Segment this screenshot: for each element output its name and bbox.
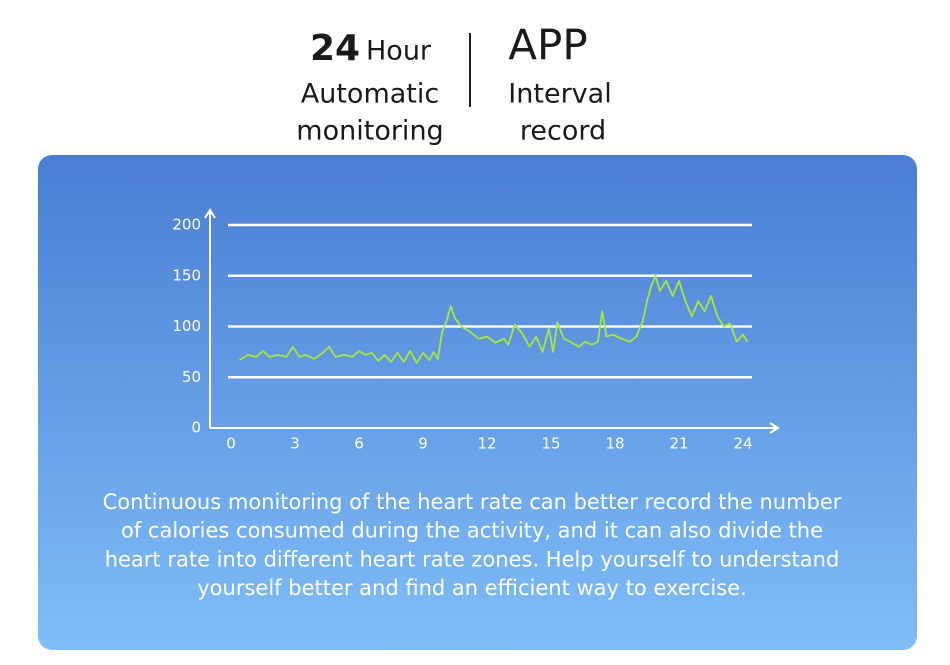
left-line: monitoring — [296, 116, 443, 147]
x-tick-label: 12 — [477, 435, 496, 453]
x-tick-label: 24 — [733, 435, 752, 453]
description-line: of calories consumed during the activity… — [121, 519, 823, 543]
hour-unit: Hour — [366, 36, 432, 67]
x-tick-label: 3 — [290, 435, 300, 453]
y-arrow — [204, 208, 216, 219]
left-line: Automatic — [301, 79, 439, 110]
y-tick-label: 100 — [172, 317, 201, 335]
y-tick-label: 150 — [172, 266, 201, 284]
right-line: Interval — [508, 79, 611, 110]
description: Continuous monitoring of the heart rate … — [103, 490, 842, 600]
description-line: Continuous monitoring of the heart rate … — [103, 490, 842, 514]
y-tick-label: 50 — [182, 368, 201, 386]
x-tick-label: 9 — [418, 435, 428, 453]
y-tick-label: 0 — [191, 419, 201, 437]
x-tick-label: 0 — [226, 435, 236, 453]
x-tick-label: 6 — [354, 435, 364, 453]
app-title: APP — [508, 21, 587, 70]
hour-number: 24 — [310, 28, 360, 69]
x-arrow — [769, 422, 780, 434]
x-tick-label: 15 — [541, 435, 560, 453]
description-line: yourself better and find an efficient wa… — [197, 576, 747, 600]
chart: 0 50 100 150 200 0 3 6 9 12 15 18 21 24 — [172, 208, 780, 453]
panel — [38, 155, 917, 650]
y-tick-label: 200 — [172, 216, 201, 234]
x-tick-label: 21 — [669, 435, 688, 453]
right-line: record — [520, 116, 606, 147]
x-tick-label: 18 — [605, 435, 624, 453]
description-line: heart rate into different heart rate zon… — [105, 547, 840, 571]
heart-rate-line — [239, 274, 749, 364]
